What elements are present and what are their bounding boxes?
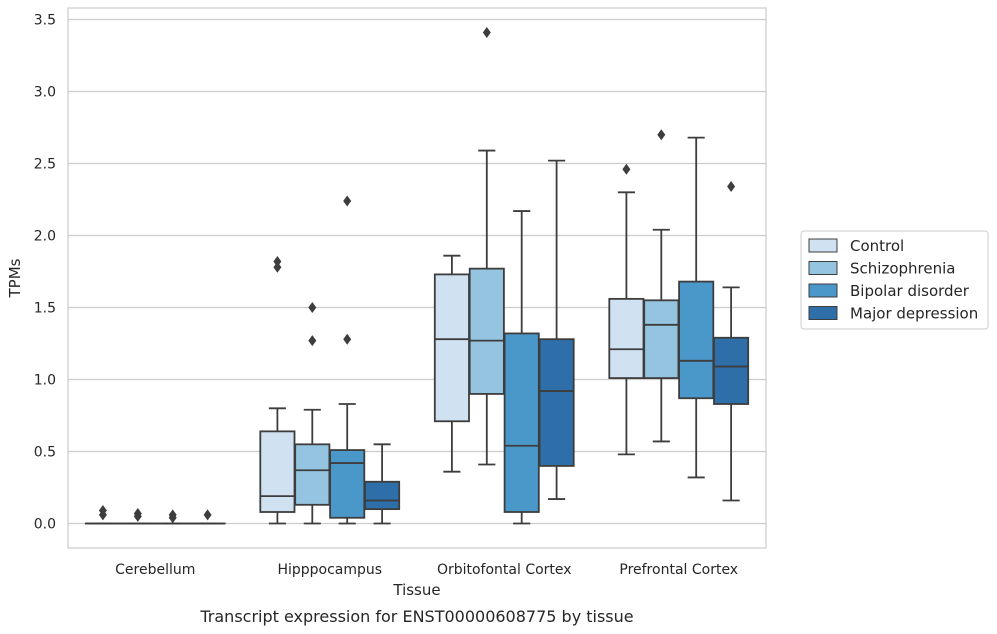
box-iqr — [468, 267, 505, 395]
legend-entry: Schizophrenia — [850, 260, 955, 278]
box-major-depression — [713, 181, 750, 502]
box-major-depression — [189, 509, 226, 525]
box-iqr — [608, 297, 645, 379]
box-schizophrenia — [468, 26, 505, 466]
y-axis-label: TPMs — [6, 258, 24, 298]
x-tick-label: Orbitofontal Cortex — [437, 562, 572, 578]
box-iqr — [643, 299, 680, 379]
outlier-point — [203, 509, 212, 521]
box-schizophrenia — [294, 302, 331, 525]
x-axis-ticks: Cerebellum Hipppocampus Orbitofontal Corte… — [115, 562, 738, 578]
box-control — [433, 254, 470, 473]
y-tick-label: 3.5 — [34, 13, 56, 29]
box-iqr — [678, 280, 715, 400]
x-tick-label: Cerebellum — [115, 562, 195, 578]
box-iqr — [538, 338, 575, 467]
box-iqr — [503, 332, 540, 513]
legend-entry: Control — [850, 237, 904, 255]
box-bipolar-disorder — [678, 136, 715, 479]
box-schizophrenia — [119, 507, 156, 525]
legend-entry: Bipolar disorder — [850, 282, 970, 300]
box-iqr — [259, 430, 296, 513]
outlier-point — [657, 129, 666, 141]
outlier-point — [98, 505, 107, 517]
y-tick-label: 0.5 — [34, 445, 56, 461]
outlier-point — [308, 302, 317, 314]
y-axis-ticks: 0.0 0.5 1.0 1.5 2.0 2.5 3.0 3.5 — [34, 13, 56, 533]
grid-layer — [68, 18, 766, 525]
outlier-point — [308, 335, 317, 347]
outlier-point — [133, 507, 142, 519]
chart-caption: Transcript expression for ENST0000060877… — [199, 607, 633, 626]
box-iqr — [364, 480, 401, 511]
box-layer — [84, 26, 750, 525]
y-tick-label: 3.0 — [34, 85, 56, 101]
outlier-point — [273, 261, 282, 273]
legend-swatch — [808, 283, 838, 298]
box-bipolar-disorder — [329, 195, 366, 525]
box-iqr — [713, 336, 750, 405]
x-tick-label: Hipppocampus — [277, 562, 382, 578]
box-major-depression — [538, 159, 575, 500]
box-schizophrenia — [643, 129, 680, 443]
box-bipolar-disorder — [154, 509, 191, 525]
box-bipolar-disorder — [503, 210, 540, 525]
legend-frame — [800, 230, 989, 330]
outlier-point — [482, 26, 491, 38]
outlier-point — [622, 163, 631, 175]
outlier-point — [168, 509, 177, 521]
y-tick-label: 2.5 — [34, 157, 56, 173]
outlier-point — [273, 255, 282, 267]
box-iqr — [433, 273, 470, 423]
y-tick-label: 1.5 — [34, 301, 56, 317]
y-tick-label: 2.0 — [34, 229, 56, 245]
box-control — [259, 255, 296, 525]
box-control — [84, 505, 121, 525]
legend-swatch — [808, 306, 838, 320]
x-axis-label: Tissue — [392, 581, 440, 599]
y-tick-label: 1.0 — [34, 373, 56, 389]
box-major-depression — [364, 443, 401, 525]
box-control — [608, 163, 645, 456]
outlier-point — [343, 333, 352, 345]
legend-swatch — [808, 261, 838, 275]
y-tick-label: 0.0 — [34, 517, 56, 533]
legend-swatch — [808, 238, 838, 253]
outlier-point — [343, 195, 352, 207]
plot-frame — [67, 7, 767, 549]
legend: Control Schizophrenia Bipolar disorder Majo… — [800, 230, 989, 330]
box-iqr — [294, 443, 331, 506]
legend-entry: Major depression — [850, 305, 978, 323]
box-iqr — [329, 449, 366, 519]
x-tick-label: Prefrontal Cortex — [619, 562, 738, 578]
outlier-point — [727, 181, 736, 193]
